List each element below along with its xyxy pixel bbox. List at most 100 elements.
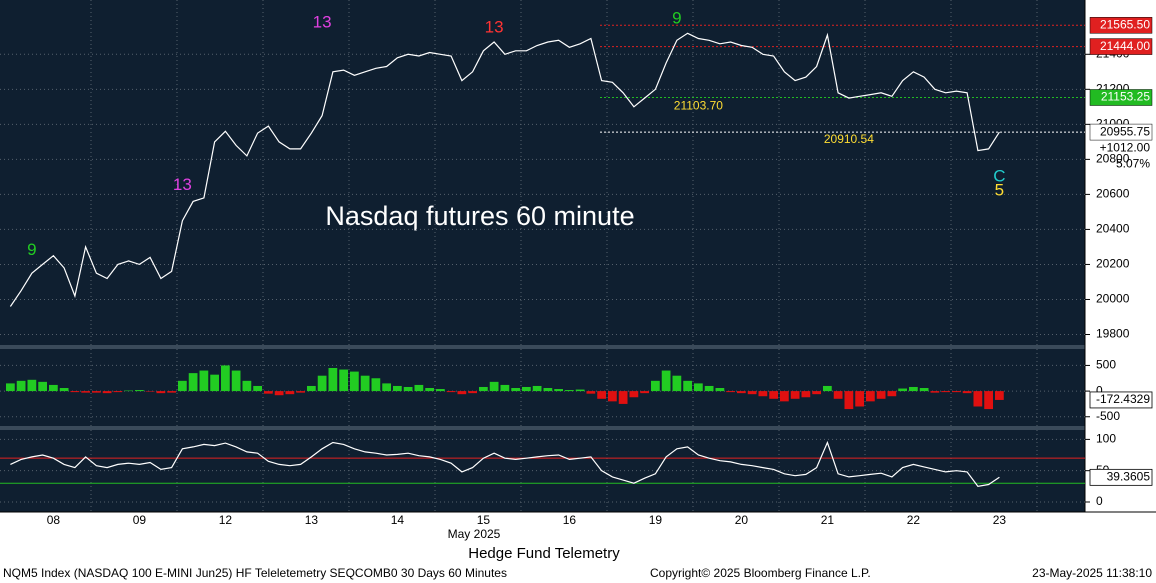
histogram-bar xyxy=(780,391,789,402)
histogram-bar xyxy=(124,390,133,392)
price-line xyxy=(9,32,1000,307)
annotation: 13 xyxy=(173,175,192,194)
y-tick-label: 20600 xyxy=(1096,187,1130,201)
histogram-bar xyxy=(371,378,381,392)
histogram-bar xyxy=(876,391,886,399)
histogram-bar xyxy=(855,391,864,407)
histogram-bar xyxy=(145,391,155,392)
histogram-bar xyxy=(188,373,198,392)
y-tick-label: 20800 xyxy=(1096,152,1130,166)
level-box xyxy=(1089,38,1153,55)
histogram-bar xyxy=(231,370,241,392)
histogram-bar xyxy=(812,391,821,395)
x-tick-label: 13 xyxy=(305,513,319,527)
x-tick-label: 20 xyxy=(735,513,749,527)
histogram-bar xyxy=(930,391,940,393)
histogram-bar xyxy=(726,391,735,393)
histogram-bar xyxy=(747,391,757,395)
histogram-bar xyxy=(446,391,456,393)
separator xyxy=(0,345,1085,349)
histogram-bar xyxy=(511,388,520,392)
histogram-bar xyxy=(565,390,574,392)
footer-left: NQM5 Index (NASDAQ 100 E-MINI Jun25) HF … xyxy=(3,566,507,580)
histogram-bar xyxy=(199,370,209,392)
histogram-bar xyxy=(38,381,47,392)
histogram-bar xyxy=(844,391,854,410)
y-tick-label: 0 xyxy=(1096,383,1103,397)
histogram-bar xyxy=(790,391,800,399)
histogram-bar xyxy=(758,391,768,397)
histogram-bar xyxy=(457,391,467,395)
histogram-bar xyxy=(769,391,778,399)
level-label: 21565.50 xyxy=(1100,17,1150,31)
histogram-bar xyxy=(6,383,15,392)
histogram-bar xyxy=(350,371,359,392)
histogram-bar xyxy=(866,391,875,402)
histogram-bar xyxy=(952,391,961,393)
histogram-bar xyxy=(522,386,531,392)
histogram-bar xyxy=(715,388,725,392)
x-tick-label: 23 xyxy=(993,513,1007,527)
histogram-bar xyxy=(135,390,144,392)
x-tick-label: 21 xyxy=(821,513,835,527)
x-axis-label: May 2025 xyxy=(448,527,501,541)
histogram-bar xyxy=(801,391,811,398)
histogram-bar xyxy=(683,380,692,392)
y-tick-label: 20400 xyxy=(1096,222,1130,236)
footer-right: 23-May-2025 11:38:10 xyxy=(1032,566,1152,580)
change: +1012.00 xyxy=(1100,140,1151,154)
y-tick-label: 20200 xyxy=(1096,257,1130,271)
histogram-bar xyxy=(360,375,370,392)
last-label: -172.4329 xyxy=(1096,392,1150,406)
annotation: 9 xyxy=(27,240,36,259)
level-box xyxy=(1089,89,1153,106)
histogram-bar xyxy=(995,391,1004,400)
histogram-bar xyxy=(919,388,929,392)
y-tick-label: -500 xyxy=(1096,409,1120,423)
histogram-bar xyxy=(984,391,993,410)
annotation: C xyxy=(993,166,1005,185)
histogram-bar xyxy=(274,391,284,396)
histogram-bar xyxy=(102,391,112,394)
caption: Hedge Fund Telemetry xyxy=(468,545,620,562)
histogram-bar xyxy=(597,391,606,399)
histogram-bar xyxy=(317,375,327,392)
histogram-bar xyxy=(167,391,176,393)
histogram-bar xyxy=(543,388,553,392)
histogram-bar xyxy=(532,385,542,392)
histogram-bar xyxy=(339,369,348,392)
histogram-bar xyxy=(328,367,338,392)
x-tick-label: 08 xyxy=(47,513,61,527)
histogram-bar xyxy=(618,391,628,404)
histogram-bar xyxy=(210,374,219,392)
histogram-bar xyxy=(887,391,897,397)
histogram-bar xyxy=(113,391,123,393)
histogram-bar xyxy=(414,384,424,392)
histogram-bar xyxy=(436,389,445,392)
last-box xyxy=(1089,468,1153,486)
annotation: 20910.54 xyxy=(824,132,874,146)
histogram-bar xyxy=(479,386,488,392)
annotation: 5 xyxy=(995,180,1004,199)
y-tick-label: 0 xyxy=(1096,494,1103,508)
histogram-bar xyxy=(694,383,703,392)
histogram-bar xyxy=(500,384,510,392)
histogram-bar xyxy=(973,391,983,407)
histogram-bar xyxy=(425,388,434,392)
y-tick-label: 100 xyxy=(1096,432,1116,446)
histogram-bar xyxy=(468,391,477,394)
histogram-bar xyxy=(403,386,413,392)
x-tick-label: 16 xyxy=(563,513,577,527)
x-tick-label: 22 xyxy=(907,513,921,527)
histogram-bar xyxy=(640,391,649,394)
histogram-bar xyxy=(307,385,316,392)
histogram-bar xyxy=(704,385,714,392)
histogram-bar xyxy=(833,391,843,399)
annotation: 13 xyxy=(313,12,332,31)
level-box xyxy=(1089,17,1153,34)
histogram-bar xyxy=(575,389,585,392)
histogram-bar xyxy=(737,391,746,394)
last-label: 39.3605 xyxy=(1107,470,1151,484)
histogram-bar xyxy=(70,391,80,393)
histogram-bar xyxy=(156,391,166,394)
